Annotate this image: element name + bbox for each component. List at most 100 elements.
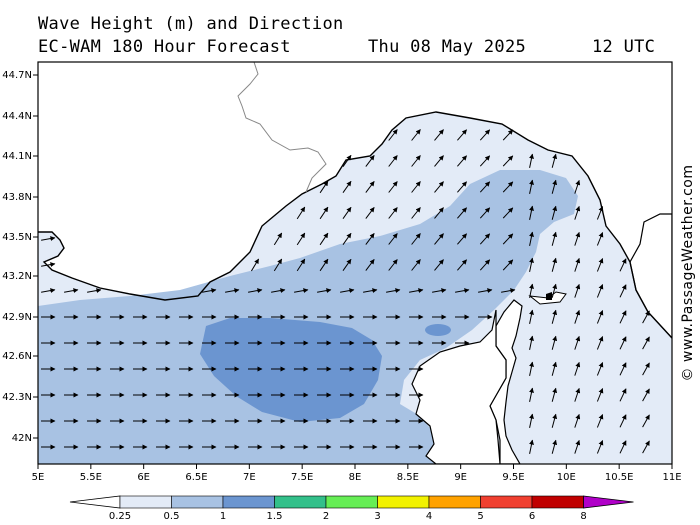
wave-arrow xyxy=(596,362,604,376)
wave-arrow xyxy=(434,155,444,167)
wave-arrow xyxy=(479,207,491,219)
legend-swatch xyxy=(428,495,481,509)
forecast-date: Thu 08 May 2025 xyxy=(368,37,527,57)
wave-arrow xyxy=(502,259,514,271)
wave-arrow xyxy=(271,288,286,294)
wave-arrow xyxy=(619,310,627,324)
wave-arrow xyxy=(41,236,56,242)
wave-arrow xyxy=(642,440,650,454)
wave-arrow xyxy=(574,257,581,272)
lat-tick-label: 42.3N xyxy=(2,392,32,403)
wave-arrow xyxy=(642,414,650,428)
lat-tick-label: 42.6N xyxy=(2,351,32,362)
wave-arrow xyxy=(317,288,332,294)
wave-arrow xyxy=(619,414,627,428)
legend-swatch xyxy=(119,495,172,509)
wave-arrow xyxy=(273,232,283,246)
wave-arrow xyxy=(574,283,581,298)
wave-arrow xyxy=(529,283,534,298)
wave-arrow xyxy=(574,205,581,220)
wave-arrow xyxy=(87,288,102,294)
wave-arrow xyxy=(365,258,375,271)
wave-arrow xyxy=(342,258,352,271)
wave-arrow xyxy=(202,288,217,294)
wave-arrow xyxy=(411,207,421,219)
lon-tick-label: 9E xyxy=(454,472,467,483)
map-title: Wave Height (m) and Direction xyxy=(38,14,344,34)
wave-arrow xyxy=(296,232,306,246)
legend-label: 4 xyxy=(426,511,432,522)
lon-tick-label: 8E xyxy=(349,472,362,483)
wave-arrow xyxy=(365,206,375,219)
border-line xyxy=(237,62,327,193)
wave-arrow xyxy=(434,233,444,245)
lat-tick-label: 43.2N xyxy=(2,271,32,282)
wave-arrow xyxy=(479,181,491,193)
lon-tick-label: 10E xyxy=(557,472,576,483)
wave-arrow xyxy=(529,413,534,428)
wave-arrow xyxy=(642,310,650,324)
wave-arrow xyxy=(388,181,398,193)
wave-arrow xyxy=(502,181,514,193)
lat-tick-label: 44.1N xyxy=(2,151,32,162)
wave-arrow xyxy=(457,207,467,219)
wave-arrow xyxy=(574,439,581,454)
lon-tick-label: 5.5E xyxy=(80,472,102,483)
legend-label: 0.5 xyxy=(164,511,180,522)
wave-arrow xyxy=(41,262,56,268)
corsica-west-coast xyxy=(411,309,507,464)
wave-arrow xyxy=(434,259,444,271)
wave-arrow xyxy=(502,207,514,219)
wave-arrow xyxy=(365,232,375,245)
sea-high xyxy=(200,318,382,422)
wave-arrow xyxy=(574,413,581,428)
wave-arrow xyxy=(64,288,79,294)
wave-arrow xyxy=(434,129,444,141)
wave-arrow xyxy=(388,129,398,141)
wave-arrow xyxy=(529,387,534,402)
wave-arrow xyxy=(551,387,558,402)
legend-label: 2 xyxy=(323,511,329,522)
wave-arrow xyxy=(529,309,534,324)
wave-arrow xyxy=(457,129,467,141)
legend-swatch xyxy=(171,495,224,509)
wave-arrow xyxy=(388,207,398,219)
wave-arrow xyxy=(457,259,467,271)
capraia-island xyxy=(546,292,552,300)
lon-tick-label: 7.5E xyxy=(291,472,313,483)
wave-arrow xyxy=(388,155,398,167)
wave-direction-arrows xyxy=(41,129,650,454)
legend-swatch xyxy=(377,495,430,509)
wave-arrow xyxy=(432,288,447,294)
wave-arrow xyxy=(529,205,534,220)
wave-arrow xyxy=(642,362,650,376)
lat-tick-label: 43.5N xyxy=(2,232,32,243)
wave-arrow xyxy=(342,154,352,167)
wave-arrow xyxy=(457,233,467,245)
wave-arrow xyxy=(363,288,378,294)
wave-arrow xyxy=(479,259,491,271)
wave-arrow xyxy=(574,335,581,350)
legend-swatch xyxy=(325,495,378,509)
wave-arrow xyxy=(365,180,375,193)
wave-arrow xyxy=(250,258,260,272)
wave-arrow xyxy=(388,259,398,271)
wave-arrow xyxy=(596,388,604,402)
wave-arrow xyxy=(409,288,424,294)
wave-arrow xyxy=(619,362,627,376)
lon-tick-label: 9.5E xyxy=(502,472,524,483)
wave-arrow xyxy=(529,231,534,246)
wave-arrow xyxy=(434,181,444,193)
wave-arrow xyxy=(529,179,534,194)
wave-arrow xyxy=(529,257,534,272)
wave-arrow xyxy=(574,387,581,402)
wave-arrow xyxy=(551,257,558,272)
wave-arrow xyxy=(342,206,352,219)
lon-tick-label: 5E xyxy=(32,472,45,483)
wave-arrow xyxy=(551,153,558,168)
lat-axis: 44.7N 44.4N 44.1N 43.8N 43.5N 43.2N 42.9N 42.6N… xyxy=(2,70,38,444)
legend-swatch xyxy=(531,495,584,509)
legend-swatch xyxy=(274,495,327,509)
wave-arrow xyxy=(551,413,558,428)
wave-arrow xyxy=(574,309,581,324)
